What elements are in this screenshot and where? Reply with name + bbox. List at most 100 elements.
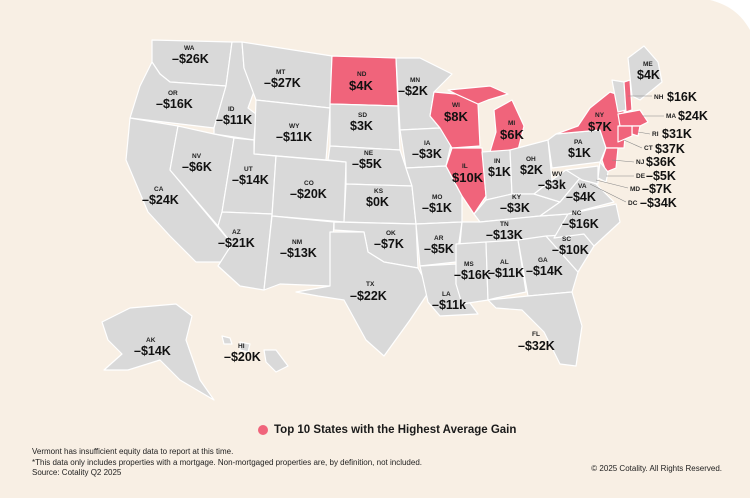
label-value-sc: –$10K (552, 243, 589, 257)
state-fl[interactable] (487, 291, 583, 367)
state-ga[interactable] (517, 235, 579, 297)
label-abbr-nv: NV (192, 153, 202, 160)
label-value-ut: –$14K (232, 173, 269, 187)
label-abbr-tx: TX (366, 281, 375, 288)
leader-ct (623, 139, 643, 149)
label-value-mi: $6K (500, 127, 524, 142)
label-abbr-me: ME (643, 61, 653, 68)
label-abbr-va: VA (578, 183, 587, 190)
label-abbr-hi: HI (238, 343, 245, 350)
legend-swatch (258, 425, 268, 435)
label-abbr-or: OR (168, 90, 178, 97)
label-value-nj: $36K (646, 155, 676, 169)
label-value-wi: $8K (444, 109, 468, 124)
label-value-ri: $31K (662, 127, 692, 141)
label-value-az: –$21K (218, 236, 255, 250)
label-abbr-ak: AK (146, 337, 156, 344)
state-ma[interactable] (617, 109, 649, 127)
leader-dc (589, 183, 627, 203)
label-abbr-nh: NH (654, 94, 664, 101)
state-ri[interactable] (631, 125, 641, 137)
state-tx[interactable] (295, 231, 431, 357)
label-value-nv: –$6K (182, 160, 212, 174)
label-value-ar: –$5K (424, 242, 454, 256)
label-abbr-mo: MO (432, 194, 442, 201)
label-value-wa: –$26K (172, 52, 209, 66)
state-nm[interactable] (263, 215, 335, 291)
label-abbr-mi: MI (508, 120, 515, 127)
state-nj[interactable] (601, 147, 619, 173)
label-value-me: $4K (637, 68, 660, 82)
label-abbr-ok: OK (386, 230, 396, 237)
state-al[interactable] (485, 239, 527, 301)
label-value-al: –$11K (488, 266, 524, 280)
state-mt[interactable] (241, 41, 333, 109)
label-value-in: $1K (488, 165, 511, 179)
label-value-nc: –$16K (562, 217, 599, 231)
state-de[interactable] (597, 161, 609, 183)
label-abbr-az: AZ (232, 229, 241, 236)
label-value-id: –$11K (216, 113, 252, 127)
label-abbr-nm: NM (292, 239, 302, 246)
label-value-ne: –$5K (352, 157, 382, 171)
legend-label: Top 10 States with the Highest Average G… (274, 424, 517, 436)
label-value-nh: $16K (667, 90, 697, 104)
label-abbr-ut: UT (244, 166, 253, 173)
state-md[interactable] (565, 165, 599, 185)
label-value-pa: $1K (568, 146, 591, 160)
label-value-nm: –$13K (280, 246, 317, 260)
label-abbr-nc: NC (572, 210, 582, 217)
label-abbr-ia: IA (424, 140, 431, 147)
label-abbr-md: MD (630, 186, 640, 193)
copyright: © 2025 Cotality. All Rights Reserved. (591, 464, 722, 473)
label-abbr-mn: MN (410, 77, 420, 84)
label-abbr-co: CO (304, 180, 314, 187)
leader-ri (637, 131, 651, 135)
footnote-mortgage: *This data only includes properties with… (32, 457, 422, 467)
state-ms[interactable] (455, 241, 489, 305)
label-abbr-nd: ND (357, 71, 367, 78)
label-value-ky: –$3K (500, 201, 530, 215)
label-value-sd: $3K (350, 119, 373, 133)
label-abbr-id: ID (228, 106, 235, 113)
label-abbr-ms: MS (464, 261, 474, 268)
label-abbr-il: IL (462, 163, 468, 170)
label-value-de: –$5K (646, 169, 676, 183)
label-value-ny: $7K (588, 119, 612, 134)
label-value-ga: –$14K (526, 264, 563, 278)
label-abbr-sc: SC (562, 236, 571, 243)
label-value-il: $10K (452, 170, 484, 185)
label-value-or: –$16K (156, 97, 193, 111)
label-value-ms: –$16K (454, 268, 491, 282)
label-value-ks: $0K (366, 195, 389, 209)
label-abbr-la: LA (442, 291, 451, 298)
label-abbr-ct: CT (644, 145, 653, 152)
label-abbr-ar: AR (434, 235, 444, 242)
label-value-va: –$4K (566, 190, 596, 204)
label-value-wy: –$11K (276, 130, 312, 144)
footnotes: Vermont has insufficient equity data to … (32, 447, 422, 479)
label-abbr-wy: WY (289, 123, 300, 130)
label-value-hi: –$20K (224, 350, 261, 364)
label-abbr-nj: NJ (636, 159, 645, 166)
state-ct[interactable] (617, 125, 633, 143)
label-abbr-ny: NY (595, 112, 605, 119)
label-value-la: –$11k (432, 298, 466, 312)
label-abbr-wv: WV (552, 171, 563, 178)
leader-md (595, 179, 629, 189)
label-abbr-oh: OH (526, 156, 536, 163)
leader-nj (611, 159, 635, 163)
label-value-ak: –$14K (134, 344, 171, 358)
state-ia[interactable] (399, 127, 453, 169)
state-ak[interactable] (101, 303, 215, 401)
label-value-oh: $2K (520, 163, 543, 177)
state-hi[interactable] (221, 335, 289, 373)
footnote-source: Source: Cotality Q2 2025 (32, 468, 122, 477)
label-value-ca: –$24K (142, 193, 179, 207)
label-value-tn: –$13K (486, 228, 523, 242)
label-value-ia: –$3K (412, 147, 442, 161)
label-abbr-wa: WA (184, 45, 195, 52)
corner-decoration (710, 0, 750, 30)
label-abbr-ky: KY (512, 194, 522, 201)
